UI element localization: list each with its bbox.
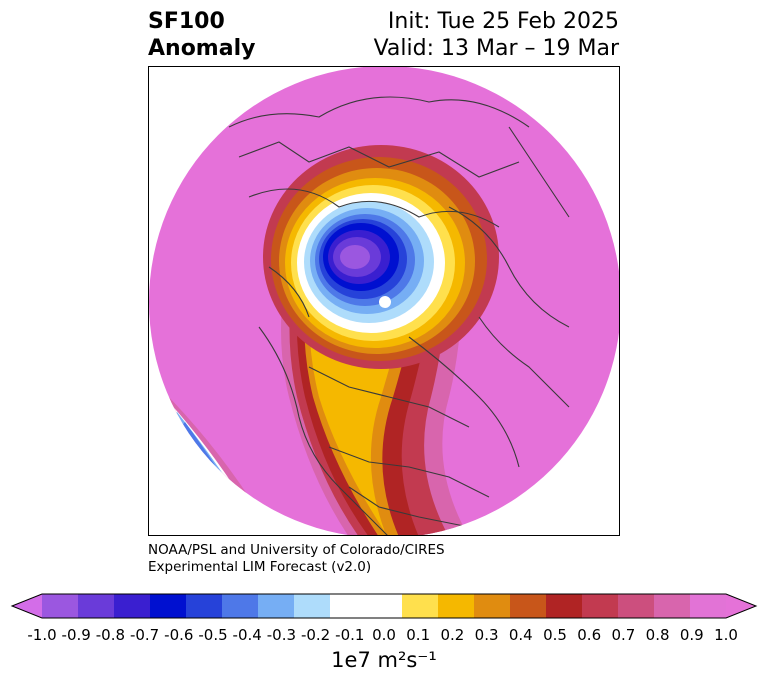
colorbar — [10, 593, 758, 619]
valid-range: Valid: 13 Mar – 19 Mar — [373, 36, 619, 61]
colorbar-tick-label: -0.7 — [129, 626, 160, 644]
colorbar-over-arrow — [726, 594, 756, 618]
colorbar-segment — [654, 594, 691, 618]
colorbar-tick-label: 0.1 — [406, 626, 431, 644]
polar-map — [148, 66, 620, 536]
coastlines — [228, 96, 570, 535]
polar-vortex-negative — [263, 145, 499, 369]
colorbar-segment — [618, 594, 655, 618]
colorbar-segment — [474, 594, 511, 618]
colorbar-tick-label: 0.6 — [577, 626, 602, 644]
colorbar-segment — [438, 594, 475, 618]
map-title: SF100 Anomaly — [148, 8, 255, 62]
colorbar-segment — [690, 594, 727, 618]
init-date: Init: Tue 25 Feb 2025 — [387, 9, 619, 34]
colorbar-segment — [582, 594, 619, 618]
colorbar-segment — [510, 594, 547, 618]
colorbar-ticks: -1.0 -0.9 -0.8 -0.7 -0.6 -0.5 -0.4 -0.3 -0.2 -0.1… — [0, 626, 768, 646]
colorbar-unit: 1e7 m²s⁻¹ — [331, 648, 437, 672]
colorbar-outline — [10, 593, 758, 619]
colorbar-tick-label: -1.0 — [27, 626, 57, 644]
anomaly-map-svg — [149, 67, 619, 535]
colorbar-tick-label: -0.6 — [164, 626, 194, 644]
colorbar-tick-label: 0.0 — [372, 626, 396, 644]
colorbar-tick-label: 0.7 — [611, 626, 636, 644]
colorbar-tick-label: -0.4 — [232, 626, 262, 644]
colorbar-segment — [186, 594, 223, 618]
colorbar-tick-label: 0.9 — [679, 626, 704, 644]
title-variable: SF100 — [148, 9, 225, 34]
colorbar-tick-label: 0.5 — [543, 626, 567, 644]
colorbar-tick-label: -0.3 — [266, 626, 297, 644]
forecast-dates: Init: Tue 25 Feb 2025 Valid: 13 Mar – 19… — [374, 8, 619, 62]
colorbar-segment — [114, 594, 151, 618]
colorbar-tick-label: -0.5 — [198, 626, 228, 644]
colorbar-tick-label: 0.8 — [645, 626, 670, 644]
data-credit: NOAA/PSL and University of Colorado/CIRE… — [148, 542, 445, 576]
colorbar-segment — [294, 594, 331, 618]
colorbar-under-arrow — [12, 594, 42, 618]
colorbar-segment — [78, 594, 115, 618]
colorbar-segments — [42, 594, 727, 618]
colorbar-tick-label: 0.3 — [474, 626, 499, 644]
colorbar-segment — [150, 594, 187, 618]
credit-line-2: Experimental LIM Forecast (v2.0) — [148, 559, 372, 575]
colorbar-segment — [546, 594, 583, 618]
colorbar-tick-label: 0.2 — [440, 626, 465, 644]
colorbar-tick-label: -0.9 — [61, 626, 91, 644]
title-field: Anomaly — [148, 36, 256, 61]
colorbar-segment — [330, 594, 367, 618]
colorbar-tick-label: -0.1 — [335, 626, 365, 644]
colorbar-segment — [258, 594, 295, 618]
colorbar-tick-label: 1.0 — [714, 626, 738, 644]
colorbar-segment — [366, 594, 403, 618]
colorbar-segment — [42, 594, 79, 618]
colorbar-tick-label: 0.4 — [508, 626, 533, 644]
colorbar-tick-label: -0.8 — [95, 626, 126, 644]
colorbar-segment — [222, 594, 259, 618]
credit-line-1: NOAA/PSL and University of Colorado/CIRE… — [148, 542, 445, 558]
north-pole-marker — [379, 296, 391, 308]
colorbar-segment — [402, 594, 439, 618]
colorbar-tick-label: -0.2 — [300, 626, 331, 644]
